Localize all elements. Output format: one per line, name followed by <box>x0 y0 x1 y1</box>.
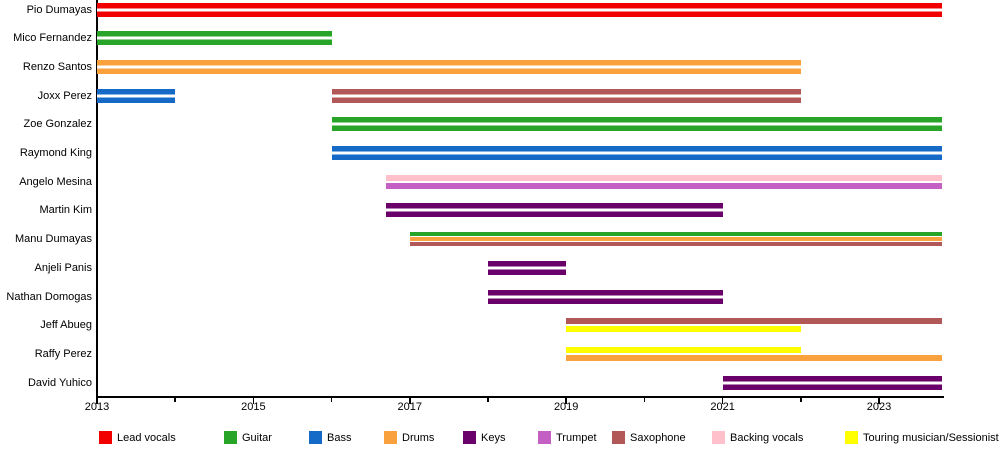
y-axis-line <box>96 0 98 397</box>
timeline-bar <box>97 2 942 17</box>
timeline-bar <box>409 232 942 237</box>
member-label: Jeff Abueg <box>40 319 92 332</box>
timeline-bar <box>566 346 801 353</box>
timeline-bar <box>331 117 942 132</box>
legend-swatch-drums <box>384 431 397 444</box>
member-label: Raymond King <box>19 147 92 159</box>
legend-label: Trumpet <box>556 432 597 444</box>
timeline-bar <box>722 375 942 390</box>
member-label: Pio Dumayas <box>26 3 92 16</box>
timeline-bar <box>566 326 801 333</box>
minor-tick <box>800 397 802 402</box>
member-label: Manu Dumayas <box>14 233 92 246</box>
timeline-bar <box>409 242 942 247</box>
legend-swatch-backing_vocals <box>712 431 725 444</box>
timeline-bar <box>331 146 942 160</box>
legend-swatch-touring <box>845 431 858 444</box>
minor-tick <box>487 397 489 402</box>
minor-tick <box>330 397 333 402</box>
member-label: Angelo Mesina <box>19 175 92 188</box>
timeline-bar <box>386 182 942 189</box>
legend-label: Bass <box>327 432 352 444</box>
member-label: Mico Fernandez <box>13 32 92 45</box>
year-label: 2019 <box>553 401 579 413</box>
legend-label: Guitar <box>242 432 272 444</box>
legend-swatch-lead_vocals <box>99 431 112 444</box>
year-label: 2013 <box>84 401 110 413</box>
member-label: Nathan Domogas <box>6 290 92 303</box>
timeline-bar <box>488 260 567 275</box>
legend-label: Backing vocals <box>730 432 804 444</box>
member-label: Raffy Perez <box>34 347 92 360</box>
legend-label: Keys <box>481 432 506 444</box>
year-label: 2023 <box>866 401 892 413</box>
timeline-bar <box>97 31 332 46</box>
timeline-bar <box>566 318 942 325</box>
timeline-bar <box>409 237 942 242</box>
year-label: 2017 <box>397 401 423 413</box>
member-label: Joxx Perez <box>37 89 92 102</box>
x-axis-line <box>96 396 944 398</box>
timeline-bar <box>386 174 942 181</box>
member-label: Zoe Gonzalez <box>23 118 92 131</box>
legend-label: Drums <box>402 432 435 444</box>
legend-swatch-guitar <box>224 431 237 444</box>
legend-label: Saxophone <box>630 432 686 444</box>
legend-swatch-saxophone <box>612 431 625 444</box>
timeline-bar <box>331 88 801 103</box>
timeline-bar <box>97 88 176 103</box>
major-tick <box>252 397 255 404</box>
year-label: 2015 <box>241 401 266 413</box>
major-tick <box>565 397 567 404</box>
member-label: Martin Kim <box>39 204 92 217</box>
year-label: 2021 <box>710 401 735 413</box>
legend-label: Lead vocals <box>117 432 176 444</box>
member-label: Renzo Santos <box>22 60 92 73</box>
minor-tick <box>174 397 176 402</box>
legend-label: Touring musician/Sessionist <box>863 432 999 444</box>
member-label: David Yuhico <box>27 376 92 389</box>
timeline-bar <box>386 203 723 218</box>
legend-swatch-keys <box>463 431 476 444</box>
major-tick <box>878 397 880 404</box>
major-tick <box>96 397 98 404</box>
major-tick <box>409 397 411 404</box>
timeline-bar <box>488 289 723 304</box>
minor-tick <box>643 397 646 402</box>
timeline-bar <box>97 59 801 74</box>
member-label: Anjeli Panis <box>34 261 92 274</box>
legend-swatch-trumpet <box>538 431 551 444</box>
timeline-bar <box>566 354 942 361</box>
major-tick <box>721 397 724 404</box>
legend-swatch-bass <box>309 431 322 444</box>
